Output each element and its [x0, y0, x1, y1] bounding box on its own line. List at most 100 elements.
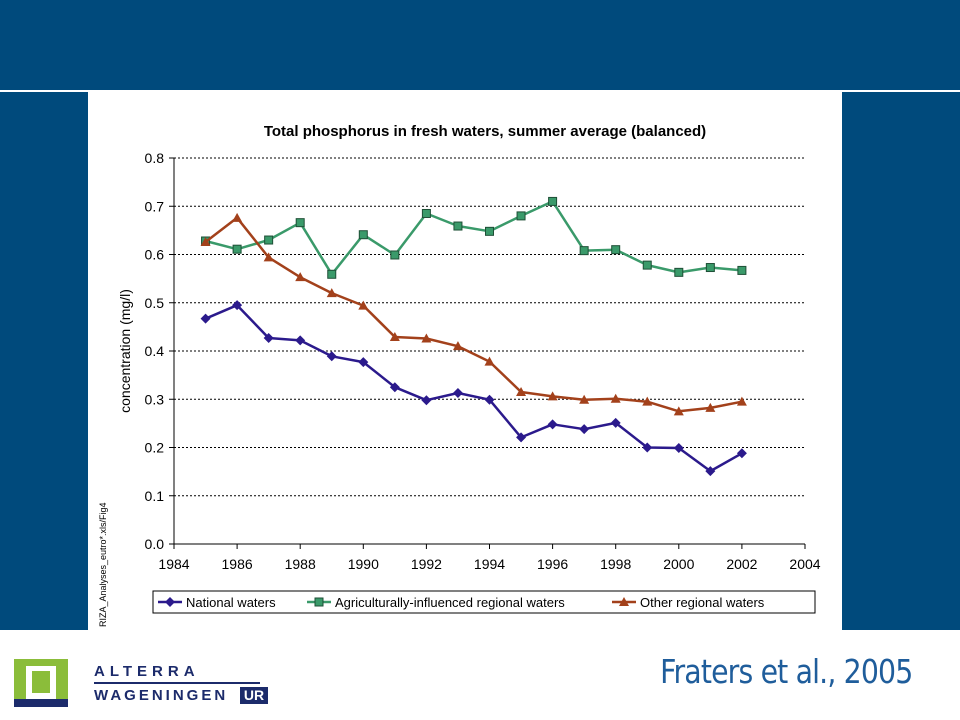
series-3-point [484, 356, 495, 366]
series-3-point [452, 341, 463, 351]
legend: National waters Agriculturally-influenced… [152, 590, 816, 614]
axes: 0.0 0.1 0.2 0.3 0.4 0.5 0.6 0.7 0.8 1984 1986 1988 1… [145, 150, 821, 572]
series-2-point [737, 265, 747, 275]
x-tick-label: 1988 [285, 556, 316, 572]
legend-label-1: National waters [186, 595, 276, 610]
series-1-point [452, 387, 463, 398]
series-2-point [327, 269, 337, 279]
series-2-point [358, 230, 368, 240]
series-2-point [642, 260, 652, 270]
legend-marker-2 [314, 597, 324, 607]
series-1-point [200, 313, 211, 324]
series-2-point [232, 244, 242, 254]
x-tick-label: 1986 [222, 556, 253, 572]
legend-label-2: Agriculturally-influenced regional water… [335, 595, 565, 610]
series-3-point [579, 394, 590, 404]
right-frame [842, 92, 960, 630]
series-1-point [610, 417, 621, 428]
logo-line2: WAGENINGEN [94, 687, 228, 704]
chart-panel: Total phosphorus in fresh waters, summer… [88, 92, 842, 630]
logo-ur-box [240, 687, 268, 704]
series-2-point [611, 245, 621, 255]
y-tick-label: 0.6 [145, 247, 165, 263]
series-3-point [263, 252, 274, 262]
series-3-point [610, 393, 621, 403]
x-tick-label: 1992 [411, 556, 442, 572]
y-axis-label: concentration (mg/l) [117, 289, 133, 413]
series-1-point [516, 432, 527, 443]
citation: Fraters et al., 2005 [659, 652, 913, 691]
logo-line3: UR [244, 687, 264, 703]
logo-rule [94, 682, 260, 684]
series-2-point [421, 208, 431, 218]
legend-marker-1 [165, 597, 175, 607]
legend-box [152, 590, 816, 614]
series-1-point [579, 424, 590, 435]
series-1-point [673, 442, 684, 453]
series-line-2 [205, 200, 743, 276]
series-2-point [453, 221, 463, 231]
legend-label-3: Other regional waters [640, 595, 765, 610]
x-tick-label: 2002 [726, 556, 757, 572]
series-3-point [421, 333, 432, 343]
series-2-point [485, 226, 494, 236]
y-tick-label: 0.8 [145, 150, 165, 166]
y-tick-label: 0.0 [145, 536, 165, 552]
series-2-point [674, 267, 684, 277]
series-2-point [295, 218, 305, 228]
series-1-point [642, 442, 653, 453]
logo-emblem-left [14, 659, 26, 707]
source-file-note: RIZA_Analyses_eutro*.xls/Fig4 [98, 502, 108, 627]
series-1-point [547, 419, 558, 430]
series-1-point [326, 351, 337, 362]
series-3-point [326, 288, 337, 298]
series-2-point [390, 250, 400, 260]
series-3-point [516, 387, 527, 397]
header-bar [0, 0, 960, 90]
series-2-point [516, 211, 526, 221]
y-tick-label: 0.4 [145, 343, 165, 359]
alterra-wageningen-logo: ALTERRA WAGENINGEN UR [14, 659, 268, 707]
chart-title: Total phosphorus in fresh waters, summer… [264, 123, 706, 140]
series-3-point [200, 236, 211, 246]
x-tick-label: 2000 [663, 556, 694, 572]
series-1-point [295, 335, 306, 346]
logo-emblem-base [14, 699, 68, 707]
x-tick-label: 1994 [474, 556, 505, 572]
series-1-point [484, 394, 495, 405]
series-1-point [263, 332, 274, 343]
series-3-point [642, 396, 653, 406]
series-3-point [547, 391, 558, 401]
series-1-point [705, 466, 716, 477]
series-2-point [264, 235, 274, 245]
series-2-point [579, 246, 589, 256]
series-1-point [232, 300, 243, 311]
series-1-point [421, 395, 432, 406]
logo-emblem-top [14, 659, 68, 666]
y-tick-label: 0.7 [145, 198, 165, 214]
logo-line1: ALTERRA [94, 663, 200, 680]
series-1-point [736, 448, 747, 459]
chart-background [88, 92, 842, 630]
series-3-point [358, 300, 369, 310]
x-tick-label: 1984 [158, 556, 189, 572]
x-tick-label: 2004 [789, 556, 820, 572]
series-3-point [705, 402, 716, 412]
header-divider [0, 90, 960, 92]
series-1-point [389, 382, 400, 393]
series-line-1 [205, 303, 743, 473]
gridlines [174, 157, 805, 497]
series-3-point [295, 272, 306, 282]
series-3-point [673, 406, 684, 416]
series-3-point [232, 212, 243, 222]
logo-emblem-right [56, 659, 68, 707]
logo-emblem-core [32, 671, 50, 693]
y-tick-label: 0.3 [145, 391, 165, 407]
series-1-point [358, 357, 369, 368]
x-tick-label: 1998 [600, 556, 631, 572]
x-tick-label: 1990 [348, 556, 379, 572]
series-lines [200, 196, 747, 477]
y-tick-label: 0.2 [145, 440, 165, 456]
phosphorus-line-chart: Total phosphorus in fresh waters, summer… [88, 92, 842, 630]
series-3-point [389, 332, 400, 342]
